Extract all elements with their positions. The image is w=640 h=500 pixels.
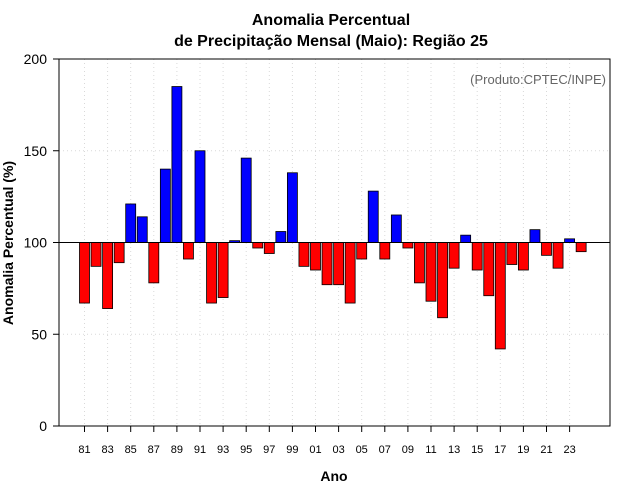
y-tick-label: 150 [24,143,48,159]
x-tick-label: 19 [517,444,529,456]
bar-85 [125,203,137,243]
bar-83 [102,242,113,309]
x-axis: 81 83 85 87 89 91 93 95 97 99 01 03 05 07 09 11 13 15 17 19… [78,426,576,456]
bar-02 [321,242,333,286]
x-tick-label: 81 [78,444,90,456]
bar-00 [298,242,310,267]
bar-24 [575,242,587,253]
bar-92 [206,242,217,304]
x-tick-label: 11 [425,444,436,456]
bar-89 [171,86,183,243]
x-tick-label: 09 [402,444,414,456]
bar-84 [113,242,125,264]
bar-07 [379,242,391,260]
bar-18 [506,242,518,265]
x-tick-label: 17 [494,444,506,456]
x-tick-label: 91 [194,444,206,456]
bar-10 [414,242,425,284]
x-tick-label: 23 [563,444,575,456]
bar-08 [390,214,402,243]
y-tick-label: 50 [31,326,47,342]
bar-05 [356,242,368,260]
bar-19 [518,242,529,271]
bar-03 [333,242,345,286]
chart-title-line2: de Precipitação Mensal (Maio): Região 25 [174,33,488,50]
bar-93 [217,242,229,298]
bar-87 [148,242,160,284]
bar-21 [541,242,552,256]
x-tick-label: 15 [471,444,483,456]
bar-01 [310,242,321,271]
bar-82 [90,242,102,267]
bar-95 [240,157,252,243]
bar-20 [529,229,541,243]
x-tick-label: 87 [148,444,160,456]
x-tick-label: 01 [309,444,321,456]
y-axis: 0 50 100 150 200 [24,51,59,434]
credit-text: (Produto:CPTEC/INPE) [470,72,606,87]
bar-81 [79,242,90,304]
bar-06 [367,190,379,243]
bar-04 [344,242,356,304]
bar-91 [194,150,206,243]
y-tick-label: 200 [24,51,48,67]
bar-14 [460,234,472,243]
bar-17 [494,242,506,350]
x-tick-label: 99 [286,444,298,456]
bar-90 [183,242,194,260]
bar-96 [252,242,264,249]
x-tick-label: 05 [356,444,368,456]
bar-11 [425,242,437,302]
chart-title-line1: Anomalia Percentual [252,12,410,29]
bar-15 [471,242,483,271]
x-tick-label: 97 [263,444,275,456]
bar-23 [564,238,575,243]
x-tick-label: 03 [332,444,344,456]
x-tick-label: 13 [448,444,460,456]
y-axis-label: Anomalia Percentual (%) [0,161,16,325]
bar-97 [263,242,275,254]
bar-99 [286,172,298,243]
x-tick-label: 89 [171,444,183,456]
bar-12 [437,242,448,319]
x-tick-label: 95 [240,444,252,456]
bar-22 [552,242,564,269]
bar-16 [483,242,495,297]
bar-98 [275,231,287,243]
x-tick-label: 93 [217,444,229,456]
bar-13 [448,242,460,269]
x-tick-label: 85 [125,444,137,456]
x-tick-label: 07 [379,444,391,456]
y-tick-label: 0 [39,418,47,434]
bar-86 [136,216,148,243]
bars [79,86,587,350]
bar-09 [402,242,414,249]
x-tick-label: 21 [540,444,552,456]
bar-88 [159,168,171,243]
x-axis-label: Ano [320,468,347,484]
x-tick-label: 83 [101,444,113,456]
y-tick-label: 100 [24,235,48,251]
